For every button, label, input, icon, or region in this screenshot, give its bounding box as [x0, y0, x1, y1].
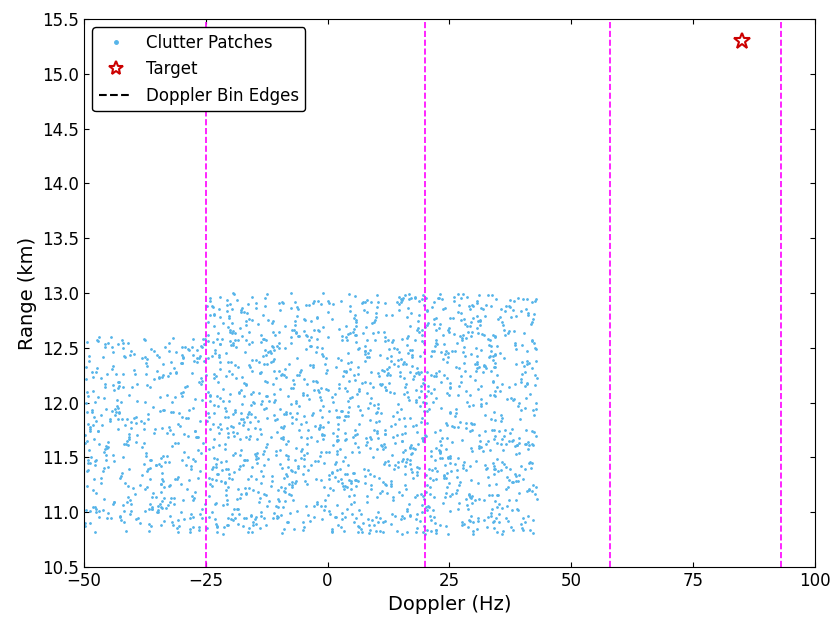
Clutter Patches [364, 353, 374, 361]
X-axis label: Doppler (Hz): Doppler (Hz) [387, 595, 512, 614]
Legend: Clutter Patches, Target, Doppler Bin Edges: Clutter Patches, Target, Doppler Bin Edg… [92, 27, 306, 112]
Y-axis label: Range (km): Range (km) [18, 236, 37, 350]
Clutter Patches [282, 452, 292, 459]
Clutter Patches [228, 510, 238, 518]
Clutter Patches [124, 510, 134, 518]
Clutter Patches [118, 469, 128, 477]
Clutter Patches [412, 491, 422, 499]
Line: Clutter Patches: Clutter Patches [83, 292, 538, 536]
Clutter Patches [512, 441, 522, 449]
Clutter Patches [218, 530, 228, 538]
Clutter Patches [228, 289, 238, 297]
Clutter Patches [318, 435, 328, 443]
